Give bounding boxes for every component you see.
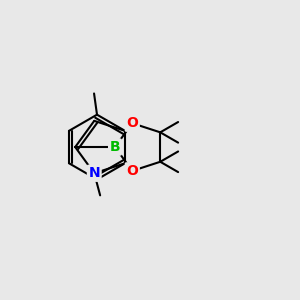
Text: O: O [126,116,138,130]
Text: N: N [88,166,100,180]
Text: O: O [126,164,138,178]
Text: B: B [110,140,120,154]
